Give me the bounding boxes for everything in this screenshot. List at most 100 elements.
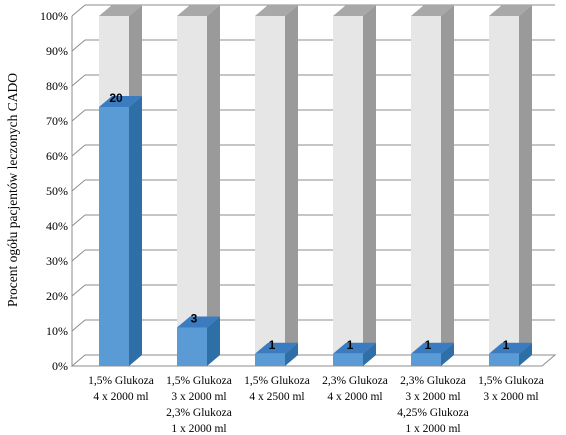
bar xyxy=(255,342,298,366)
bar xyxy=(177,316,220,366)
gridline-depth xyxy=(71,39,86,52)
gridline-depth xyxy=(71,4,86,17)
x-category-labels: 1,5% Glukoza 4 x 2000 ml 1,5% Glukoza 3 x 2… xyxy=(88,375,544,435)
bar-remainder xyxy=(255,5,298,354)
bar xyxy=(411,342,454,366)
data-label: 20 xyxy=(109,91,123,105)
bar-remainder-front xyxy=(489,16,519,354)
x-category-label-line: 4 x 2500 ml xyxy=(249,391,304,403)
y-tick-label: 90% xyxy=(46,44,68,58)
y-axis-title: Procent ogółu pacjentów leczonych CADO xyxy=(5,73,20,307)
data-label: 1 xyxy=(503,338,510,352)
bar-front xyxy=(177,327,207,366)
bar-remainder-side xyxy=(129,5,142,107)
bar xyxy=(489,342,532,366)
bar-side xyxy=(519,342,532,366)
bar-remainder-side xyxy=(285,5,298,354)
x-category-label-line: 1,5% Glukoza xyxy=(88,375,154,387)
data-label: 3 xyxy=(191,312,198,326)
gridline-depth xyxy=(71,319,86,332)
y-tick-label: 70% xyxy=(46,114,68,128)
y-tick-labels: 0% 10% 20% 30% 40% 50% 60% 70% 80% 90% 100% xyxy=(40,9,68,373)
bar-remainder-front xyxy=(177,16,207,328)
x-category-label-line: 4 x 2000 ml xyxy=(327,391,382,403)
x-category-label-line: 2,3% Glukoza xyxy=(400,375,466,387)
bar-top xyxy=(333,342,376,354)
x-category-label-line: 1,5% Glukoza xyxy=(478,375,544,387)
gridline-depth xyxy=(71,109,86,122)
bar-remainder xyxy=(99,5,142,107)
chart-floor xyxy=(70,354,557,367)
bar-remainder-top xyxy=(333,5,376,16)
bar-remainder xyxy=(333,5,376,354)
y-tick-label: 40% xyxy=(46,219,68,233)
bar xyxy=(99,96,142,366)
bar-remainder-top xyxy=(255,5,298,16)
bar-top xyxy=(255,342,298,354)
x-category-label-line: 3 x 2000 ml xyxy=(405,391,460,403)
x-category-label: 2,3% Glukoza 3 x 2000 ml 4,25% Glukoza 1 x … xyxy=(397,375,469,435)
bar-remainder-side xyxy=(207,5,220,328)
y-tick-label: 0% xyxy=(52,359,68,373)
bar-remainder-front xyxy=(411,16,441,354)
x-category-label-line: 3 x 2000 ml xyxy=(171,391,226,403)
y-tick-label: 50% xyxy=(46,184,68,198)
bar-remainder-top xyxy=(99,5,142,16)
x-category-label-line: 2,3% Glukoza xyxy=(166,407,232,419)
bar-remainder-side xyxy=(519,5,532,354)
data-label: 1 xyxy=(347,338,354,352)
x-category-label-line: 1 x 2000 ml xyxy=(171,423,226,435)
gridline-depth xyxy=(71,74,86,87)
x-category-label: 1,5% Glukoza 4 x 2500 ml xyxy=(244,375,310,403)
y-tick-label: 30% xyxy=(46,254,68,268)
bar-top xyxy=(99,96,142,107)
bar-remainder-side xyxy=(363,5,376,354)
bar-side xyxy=(129,96,142,366)
x-category-label-line: 1,5% Glukoza xyxy=(166,375,232,387)
bar-front xyxy=(489,353,519,366)
y-tick-label: 60% xyxy=(46,149,68,163)
data-label: 1 xyxy=(425,338,432,352)
x-category-label: 1,5% Glukoza 4 x 2000 ml xyxy=(88,375,154,403)
y-tick-label: 10% xyxy=(46,324,68,338)
x-category-label-line: 4,25% Glukoza xyxy=(397,407,469,419)
bar-remainder-top xyxy=(177,5,220,16)
y-tick-label: 100% xyxy=(40,9,68,23)
bar-side xyxy=(441,342,454,366)
bar-front xyxy=(255,353,285,366)
bar-remainder xyxy=(489,5,532,354)
bar-remainder-front xyxy=(333,16,363,354)
bar-top xyxy=(411,342,454,354)
x-category-label: 2,3% Glukoza 4 x 2000 ml xyxy=(322,375,388,403)
bar-remainder-side xyxy=(441,5,454,354)
bar-top xyxy=(489,342,532,354)
x-category-label-line: 4 x 2000 ml xyxy=(93,391,148,403)
bars: 20 3 1 1 1 1 xyxy=(99,5,532,366)
x-category-label-line: 1 x 2000 ml xyxy=(405,423,460,435)
gridline-depth xyxy=(71,179,86,192)
x-category-label-line: 3 x 2000 ml xyxy=(483,391,538,403)
bar-remainder-front xyxy=(99,16,129,107)
gridline-depth xyxy=(71,249,86,262)
bar-remainder-top xyxy=(411,5,454,16)
y-tick-label: 20% xyxy=(46,289,68,303)
y-tick-label: 80% xyxy=(46,79,68,93)
x-category-label: 1,5% Glukoza 3 x 2000 ml xyxy=(478,375,544,403)
gridline-depth xyxy=(71,284,86,297)
bar-top xyxy=(177,316,220,328)
bar-front xyxy=(99,107,129,366)
bar-side xyxy=(363,342,376,366)
bar xyxy=(333,342,376,366)
gridline-depth xyxy=(71,214,86,227)
x-category-label: 1,5% Glukoza 3 x 2000 ml 2,3% Glukoza 1 x 2… xyxy=(166,375,232,435)
bar-front xyxy=(411,353,441,366)
bar-front xyxy=(333,353,363,366)
gridlines xyxy=(70,4,557,367)
bar-remainder xyxy=(177,5,220,328)
bar-remainder xyxy=(411,5,454,354)
x-category-label-line: 2,3% Glukoza xyxy=(322,375,388,387)
bar-remainder-front xyxy=(255,16,285,354)
data-label: 1 xyxy=(269,338,276,352)
bar-side xyxy=(207,316,220,366)
